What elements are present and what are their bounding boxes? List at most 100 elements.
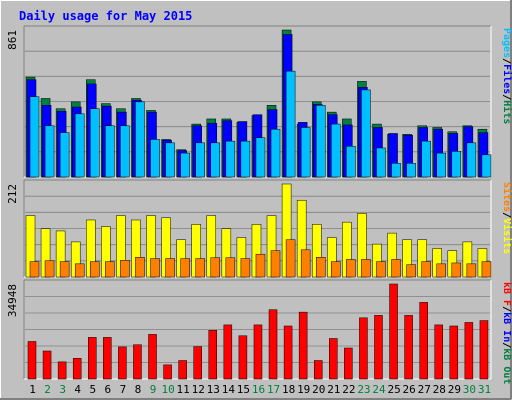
pages-bar bbox=[436, 152, 446, 178]
x-tick-label: 1 bbox=[29, 383, 36, 396]
pages-bar bbox=[90, 108, 100, 178]
sites-bar bbox=[376, 261, 386, 278]
sites-bar bbox=[481, 261, 492, 278]
hits-files-pages-legend: Pages/Files/Hits bbox=[501, 28, 512, 124]
sites-bar bbox=[195, 258, 205, 278]
sites-bar bbox=[285, 239, 296, 278]
kbf-bar bbox=[57, 361, 67, 380]
kbf-bar bbox=[389, 283, 398, 380]
kbf-bar bbox=[103, 337, 112, 380]
svg-text:Sites/Visits: Sites/Visits bbox=[501, 182, 512, 254]
x-tick-label: 5 bbox=[89, 383, 96, 396]
sites-bar bbox=[331, 261, 341, 278]
x-tick-label: 16 bbox=[252, 383, 265, 396]
pages-bar bbox=[165, 142, 175, 178]
legend-kbin: kB In bbox=[501, 312, 512, 342]
pages-bar bbox=[240, 140, 251, 178]
kbf-bar bbox=[313, 360, 323, 380]
pages-bar bbox=[331, 123, 341, 178]
pages-bar bbox=[391, 163, 401, 178]
kbf-bar bbox=[178, 360, 187, 380]
sites-bar bbox=[59, 261, 70, 278]
kbf-bar bbox=[148, 334, 157, 380]
x-tick-label: 17 bbox=[267, 383, 280, 396]
x-tick-label: 22 bbox=[342, 383, 355, 396]
x-tick-label: 8 bbox=[135, 383, 142, 396]
kbf-bar bbox=[449, 325, 459, 380]
x-tick-label: 18 bbox=[282, 383, 295, 396]
kbf-bar bbox=[27, 341, 37, 380]
pages-bar bbox=[225, 140, 236, 178]
legend-sites: Sites bbox=[501, 182, 512, 212]
svg-text:kB F/kB In/kB Out: kB F/kB In/kB Out bbox=[501, 282, 512, 384]
sites-bar bbox=[165, 258, 175, 278]
sites-bar bbox=[44, 260, 55, 278]
kbytes-ymax-label: 34948 bbox=[6, 284, 19, 317]
kbf-bar bbox=[238, 335, 248, 380]
x-tick-label: 21 bbox=[327, 383, 340, 396]
x-tick-label: 14 bbox=[222, 383, 236, 396]
pages-bar bbox=[195, 142, 205, 178]
x-tick-label: 3 bbox=[59, 383, 66, 396]
kbf-bar bbox=[88, 337, 97, 380]
x-tick-label: 13 bbox=[207, 383, 220, 396]
sites-bar bbox=[105, 261, 115, 278]
sites-bar bbox=[406, 264, 416, 278]
chart-panels: 861 Pages/Files/Hits 212 Sites/Visits 34948 k… bbox=[6, 25, 512, 384]
pages-bar bbox=[135, 101, 145, 178]
sites-bar bbox=[466, 263, 477, 278]
x-tick-label: 2 bbox=[44, 383, 51, 396]
pages-bar bbox=[270, 128, 281, 178]
x-tick-label: 20 bbox=[312, 383, 325, 396]
kbf-bar bbox=[133, 344, 142, 380]
x-tick-label: 11 bbox=[177, 383, 190, 396]
sites-bar bbox=[421, 261, 431, 278]
x-tick-label: 30 bbox=[463, 383, 476, 396]
pages-bar bbox=[466, 142, 477, 178]
pages-bar bbox=[300, 127, 311, 178]
pages-bar bbox=[315, 105, 326, 178]
kbf-bar bbox=[72, 358, 82, 380]
sites-bar bbox=[436, 263, 446, 278]
x-tick-label: 31 bbox=[478, 383, 491, 396]
pages-bar bbox=[180, 152, 190, 178]
pages-bar bbox=[421, 140, 431, 178]
x-tick-label: 4 bbox=[74, 383, 81, 396]
kbf-bar bbox=[479, 320, 489, 380]
sites-bar bbox=[135, 257, 145, 278]
pages-bar bbox=[451, 151, 462, 178]
pages-bar bbox=[59, 132, 70, 178]
x-tick-label: 23 bbox=[357, 383, 370, 396]
chart-title: Daily usage for May 2015 bbox=[19, 9, 192, 23]
pages-bar bbox=[255, 137, 266, 178]
legend-visits: Visits bbox=[501, 218, 512, 254]
sites-bar bbox=[210, 257, 221, 278]
x-tick-label: 10 bbox=[161, 383, 174, 396]
sites-bar bbox=[361, 259, 371, 278]
sites-bar bbox=[120, 260, 130, 278]
x-tick-label: 28 bbox=[433, 383, 446, 396]
kbf-bar bbox=[42, 350, 52, 380]
kbf-bar bbox=[344, 347, 353, 380]
pages-bar bbox=[150, 139, 160, 178]
kbf-bar bbox=[118, 346, 127, 380]
kbf-bar bbox=[464, 322, 474, 380]
kbf-bar bbox=[329, 338, 338, 380]
kbf-bar bbox=[208, 330, 218, 380]
pages-bar bbox=[376, 147, 386, 178]
kbf-bar bbox=[404, 315, 413, 380]
pages-bar bbox=[346, 146, 356, 178]
pages-bar bbox=[74, 113, 85, 178]
legend-kbf: kB F bbox=[501, 282, 512, 306]
sites-bar bbox=[74, 263, 85, 278]
x-tick-label: 19 bbox=[297, 383, 310, 396]
kbf-bar bbox=[268, 309, 278, 380]
sites-bar bbox=[225, 257, 236, 278]
kbf-bar bbox=[283, 325, 293, 380]
pages-bar bbox=[210, 142, 221, 178]
sites-bar bbox=[180, 258, 190, 278]
sites-bar bbox=[270, 250, 281, 278]
kbytes-legend: kB F/kB In/kB Out bbox=[501, 282, 512, 384]
kbf-bar bbox=[419, 302, 428, 380]
